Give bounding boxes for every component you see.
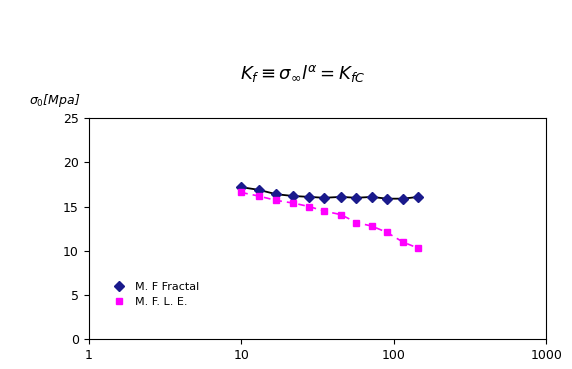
M. F Fractal [368,195,375,199]
X-axis label: Ln$\lambda$ $l$ [mm]: Ln$\lambda$ $l$ [mm] [283,368,352,369]
M. F Fractal [383,196,390,201]
Text: $\sigma_0$[Mpa]: $\sigma_0$[Mpa] [29,92,81,109]
M. F. L. E. [400,240,407,244]
Text: $K_f \equiv \sigma_\infty l^\alpha = K_{fC}$: $K_f \equiv \sigma_\infty l^\alpha = K_{… [240,63,366,84]
M. F Fractal [415,195,422,199]
M. F Fractal [306,195,313,199]
M. F. L. E. [255,194,262,198]
Line: M. F Fractal: M. F Fractal [238,184,422,202]
M. F Fractal [353,196,360,200]
Legend: M. F Fractal, M. F. L. E.: M. F Fractal, M. F. L. E. [113,282,199,307]
M. F. L. E. [368,224,375,228]
M. F. L. E. [353,220,360,225]
M. F Fractal [321,196,328,200]
M. F Fractal [337,195,344,199]
M. F. L. E. [306,204,313,209]
M. F Fractal [400,196,407,201]
M. F. L. E. [321,209,328,213]
M. F Fractal [238,185,245,189]
M. F Fractal [290,194,297,198]
M. F Fractal [273,192,280,196]
M. F Fractal [255,187,262,192]
M. F. L. E. [383,230,390,235]
M. F. L. E. [337,213,344,217]
M. F. L. E. [273,198,280,203]
Line: M. F. L. E.: M. F. L. E. [238,189,422,252]
M. F. L. E. [290,201,297,205]
M. F. L. E. [238,190,245,195]
M. F. L. E. [415,246,422,251]
